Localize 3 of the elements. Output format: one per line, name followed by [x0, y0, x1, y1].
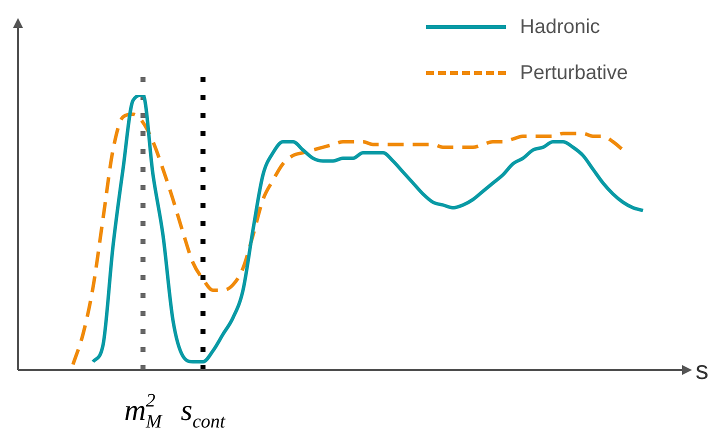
legend-label: Perturbative: [520, 62, 628, 84]
x-axis-title: s: [696, 355, 708, 386]
legend-label: Hadronic: [520, 16, 600, 38]
